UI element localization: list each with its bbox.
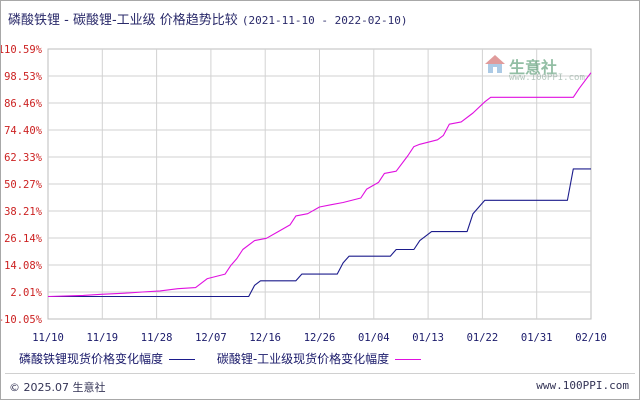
y-tick-label: 38.21% bbox=[4, 206, 43, 218]
y-tick-label: 98.53% bbox=[4, 71, 43, 83]
x-tick-label: 01/22 bbox=[467, 332, 499, 344]
legend-item-series-1: 磷酸铁锂现货价格变化幅度 bbox=[19, 350, 196, 367]
y-tick-label: 14.08% bbox=[4, 260, 43, 272]
x-tick-label: 12/16 bbox=[249, 332, 281, 344]
series-line-2 bbox=[47, 72, 592, 298]
date-range: (2021-11-10 - 2022-02-10) bbox=[241, 14, 408, 27]
y-tick-label: -10.05% bbox=[1, 314, 43, 326]
footer-divider bbox=[5, 373, 635, 374]
x-tick-label: 12/07 bbox=[195, 332, 227, 344]
legend-swatch-series-1 bbox=[169, 359, 196, 360]
watermark-name: 生意社 bbox=[509, 58, 558, 77]
y-tick-label: 2.01% bbox=[10, 287, 42, 299]
x-tick-label: 12/26 bbox=[304, 332, 336, 344]
x-tick-label: 01/31 bbox=[521, 332, 553, 344]
legend-swatch-series-2 bbox=[395, 359, 422, 360]
x-tick-label: 01/13 bbox=[412, 332, 444, 344]
house-logo-icon bbox=[485, 55, 505, 73]
x-tick-label: 11/28 bbox=[141, 332, 173, 344]
y-tick-label: 110.59% bbox=[1, 44, 43, 56]
footer-site-link[interactable]: www.100PPI.com bbox=[536, 379, 629, 392]
x-tick-label: 11/19 bbox=[86, 332, 118, 344]
y-tick-label: 62.33% bbox=[4, 152, 43, 164]
legend-label-series-1: 磷酸铁锂现货价格变化幅度 bbox=[19, 352, 164, 366]
x-tick-label: 11/10 bbox=[32, 332, 64, 344]
y-tick-label: 26.14% bbox=[4, 233, 43, 245]
x-tick-label: 02/10 bbox=[575, 332, 607, 344]
y-tick-label: 50.27% bbox=[4, 179, 43, 191]
legend-label-series-2: 碳酸锂-工业级现货价格变化幅度 bbox=[216, 352, 390, 366]
legend: 磷酸铁锂现货价格变化幅度 碳酸锂-工业级现货价格变化幅度 bbox=[19, 350, 439, 367]
footer-copyright: © 2025.07 生意社 bbox=[9, 381, 106, 394]
x-tick-label: 01/04 bbox=[358, 332, 390, 344]
series-line-1 bbox=[48, 168, 591, 298]
watermark: 生意社 www.100PPI.com bbox=[483, 53, 585, 83]
legend-item-series-2: 碳酸锂-工业级现货价格变化幅度 bbox=[216, 350, 422, 367]
title-text: 磷酸铁锂 - 碳酸锂-工业级 价格趋势比较 bbox=[8, 13, 238, 28]
watermark-url: www.100PPI.com bbox=[509, 73, 585, 83]
y-tick-label: 74.40% bbox=[4, 125, 43, 137]
chart-title: 磷酸铁锂 - 碳酸锂-工业级 价格趋势比较 (2021-11-10 - 2022… bbox=[8, 9, 408, 28]
y-tick-label: 86.46% bbox=[4, 98, 43, 110]
